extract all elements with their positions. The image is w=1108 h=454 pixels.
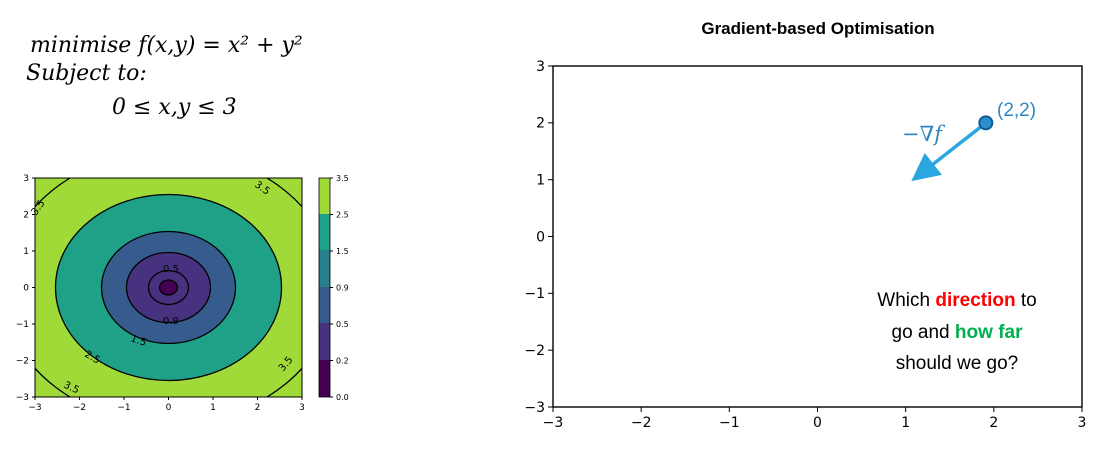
gradient-x-tick-label: −1 [719, 415, 740, 431]
gradient-x-tick-label: 0 [813, 415, 822, 431]
colorbar-band-2 [319, 323, 330, 360]
colorbar-tick-label: 0.9 [336, 284, 349, 293]
gradient-y-tick-label: 2 [536, 116, 545, 132]
gradient-x-tick-label: −3 [543, 415, 564, 431]
colorbar-tick-label: 2.5 [336, 211, 349, 220]
question-text: Which direction to go and how far should… [877, 290, 1036, 374]
contour-x-tick-label: −1 [117, 403, 130, 413]
contour-y-tick-label: 1 [23, 247, 29, 257]
contour-y-tick-label: 2 [23, 211, 29, 221]
contour-y-tick-label: −3 [16, 393, 29, 403]
contour-x-tick-label: −3 [28, 403, 41, 413]
start-point-label: (2,2) [997, 100, 1036, 121]
subject-to-text: Subject to: [26, 61, 147, 86]
colorbar-ticks: 3.5 2.5 1.5 0.9 0.5 0.2 0.0 [330, 174, 349, 402]
gradient-plot-title: Gradient-based Optimisation [701, 19, 934, 38]
gradient-x-tick-label: 2 [989, 415, 998, 431]
contour-label-1.5: 1.5 [129, 333, 148, 348]
colorbar-band-4 [319, 250, 330, 287]
how-far-highlight: how far [955, 322, 1023, 343]
direction-highlight: direction [935, 290, 1015, 311]
gradient-y-tick-label: 0 [536, 229, 545, 245]
gradient-y-tick-label: −3 [524, 400, 545, 416]
contour-x-tick-label: 0 [166, 403, 172, 413]
contour-y-ticks: 3 2 1 0 −1 −2 −3 [16, 174, 35, 403]
question-line2-pre: go and [892, 322, 955, 343]
contour-x-tick-label: 1 [210, 403, 216, 413]
colorbar: 3.5 2.5 1.5 0.9 0.5 0.2 0.0 [318, 174, 349, 402]
gradient-y-tick-label: 1 [536, 173, 545, 189]
negative-gradient-label: −∇f [902, 122, 945, 146]
contour-x-tick-label: 2 [255, 403, 261, 413]
contour-y-tick-label: 3 [23, 174, 29, 184]
negative-gradient-arrow [911, 125, 982, 182]
contour-y-tick-label: −2 [16, 357, 29, 367]
gradient-y-tick-label: −2 [524, 343, 545, 359]
gradient-x-ticks: −3 −2 −1 0 1 2 3 [543, 407, 1087, 431]
objective-text: minimise f(x,y) = x² + y² [30, 33, 303, 58]
question-line3: should we go? [896, 353, 1019, 374]
contour-y-tick-label: −1 [16, 320, 29, 330]
gradient-x-tick-label: 3 [1078, 415, 1087, 431]
colorbar-band-3 [319, 287, 330, 323]
contour-x-tick-label: 3 [299, 403, 305, 413]
gradient-y-tick-label: 3 [536, 59, 545, 75]
contour-label-0.5: 0.5 [163, 264, 179, 275]
svg-text:Which direction to: Which direction to [877, 290, 1036, 311]
svg-text:go and how far: go and how far [892, 322, 1024, 343]
gradient-x-tick-label: 1 [901, 415, 910, 431]
colorbar-tick-label: 0.0 [336, 393, 349, 402]
colorbar-tick-label: 3.5 [336, 174, 349, 183]
start-point [978, 115, 994, 131]
colorbar-tick-label: 0.2 [336, 357, 349, 366]
question-line1-post: to [1016, 290, 1037, 311]
colorbar-tick-label: 0.5 [336, 320, 349, 329]
constraint-text: 0 ≤ x,y ≤ 3 [112, 95, 237, 120]
colorbar-band-5 [319, 214, 330, 250]
gradient-y-tick-label: −1 [524, 286, 545, 302]
contour-y-tick-label: 0 [23, 284, 29, 294]
gradient-plot: −3 −2 −1 0 1 2 3 3 2 1 0 −1 −2 −3 (2,2) −∇f Which di… [524, 59, 1086, 431]
colorbar-tick-label: 1.5 [336, 247, 349, 256]
contour-plot: 0.5 0.9 1.5 2.5 3.5 3.5 3.5 3.5 −3 −2 −1 0 1… [16, 174, 305, 413]
question-line1-pre: Which [877, 290, 935, 311]
contour-band-0 [158, 279, 179, 296]
colorbar-band-1 [319, 360, 330, 397]
gradient-y-ticks: 3 2 1 0 −1 −2 −3 [524, 59, 553, 416]
contour-label-0.9: 0.9 [163, 316, 179, 327]
contour-x-ticks: −3 −2 −1 0 1 2 3 [28, 397, 305, 413]
contour-x-tick-label: −2 [73, 403, 86, 413]
gradient-x-tick-label: −2 [631, 415, 652, 431]
colorbar-band-6 [319, 178, 330, 214]
